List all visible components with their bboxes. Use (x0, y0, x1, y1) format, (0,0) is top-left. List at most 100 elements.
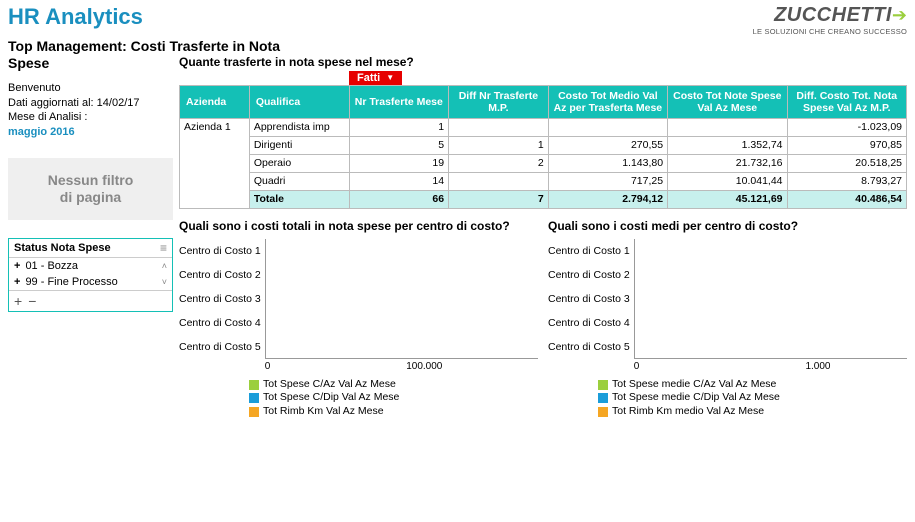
chart2-title: Quali sono i costi medi per centro di co… (548, 219, 907, 233)
cell: 717,25 (548, 172, 667, 190)
legend-item: Tot Rimb Km Val Az Mese (249, 405, 538, 419)
cell: 1 (449, 136, 549, 154)
cell (668, 118, 787, 136)
legend-swatch (598, 380, 608, 390)
cell: 7 (449, 190, 549, 208)
legend-item: Tot Spese C/Az Val Az Mese (249, 378, 538, 392)
scroll-down-icon[interactable]: ˅ (162, 277, 167, 287)
chart-category-label: Centro di Costo 1 (548, 239, 630, 263)
cell: 970,85 (787, 136, 906, 154)
chart-category-label: Centro di Costo 2 (179, 263, 261, 287)
page-title-line2: Spese (8, 55, 173, 77)
page-title-line1: Top Management: Costi Trasferte in Nota (0, 36, 320, 55)
expand-all-button[interactable]: + (14, 293, 22, 309)
info-block: Benvenuto Dati aggiornati al: 14/02/17 M… (8, 81, 173, 140)
legend-label: Tot Rimb Km medio Val Az Mese (612, 405, 764, 419)
col-qualifica[interactable]: Qualifica (249, 85, 349, 118)
menu-icon[interactable]: ≡ (160, 244, 167, 252)
legend-label: Tot Spese medie C/Dip Val Az Mese (612, 391, 780, 405)
cell: 2.794,12 (548, 190, 667, 208)
data-table: Azienda Qualifica Nr Trasferte Mese Diff… (179, 85, 907, 209)
cell: 1.352,74 (668, 136, 787, 154)
chart-avg-costs: Quali sono i costi medi per centro di co… (548, 219, 907, 419)
cell: 5 (349, 136, 449, 154)
cell: 40.486,54 (787, 190, 906, 208)
logo-tagline: LE SOLUZIONI CHE CREANO SUCCESSO (753, 27, 907, 36)
cell: Apprendista imp (249, 118, 349, 136)
legend-label: Tot Spese C/Az Val Az Mese (263, 378, 396, 392)
cell: 45.121,69 (668, 190, 787, 208)
cell: 10.041,44 (668, 172, 787, 190)
col-diff-trasferte[interactable]: Diff Nr Trasferte M.P. (449, 85, 549, 118)
cell: 19 (349, 154, 449, 172)
status-title: Status Nota Spese (14, 242, 111, 254)
month-label: Mese di Analisi : (8, 110, 173, 125)
vendor-logo: ZUCCHETTI➔ LE SOLUZIONI CHE CREANO SUCCE… (753, 4, 907, 36)
cell: 66 (349, 190, 449, 208)
legend-label: Tot Rimb Km Val Az Mese (263, 405, 384, 419)
chevron-down-icon: ▼ (386, 73, 394, 82)
legend-swatch (249, 380, 259, 390)
legend-swatch (598, 393, 608, 403)
chart-category-label: Centro di Costo 4 (548, 311, 630, 335)
month-value: maggio 2016 (8, 125, 173, 140)
cell: 14 (349, 172, 449, 190)
chart-category-label: Centro di Costo 5 (548, 335, 630, 359)
status-item-label: 01 - Bozza (25, 260, 78, 272)
scroll-up-icon[interactable]: ˄ (162, 261, 167, 271)
cell: 270,55 (548, 136, 667, 154)
status-item[interactable]: + 01 - Bozza ˄ (9, 258, 172, 274)
status-item[interactable]: + 99 - Fine Processo ˅ (9, 274, 172, 290)
welcome-text: Benvenuto (8, 81, 173, 96)
cell: Quadri (249, 172, 349, 190)
cell: Dirigenti (249, 136, 349, 154)
cell: 8.793,27 (787, 172, 906, 190)
logo-arrow-icon: ➔ (892, 5, 907, 25)
cell: 1.143,80 (548, 154, 667, 172)
chart-category-label: Centro di Costo 4 (179, 311, 261, 335)
status-panel: Status Nota Spese ≡ + 01 - Bozza ˄ + 99 … (8, 238, 173, 312)
col-diff-costo[interactable]: Diff. Costo Tot. Nota Spese Val Az M.P. (787, 85, 906, 118)
table-row: Quadri14 717,2510.041,448.793,27 (180, 172, 907, 190)
col-nr-trasferte[interactable]: Nr Trasferte Mese (349, 85, 449, 118)
brand-hr: HR (8, 4, 40, 29)
logo-text: ZUCCHETTI (774, 4, 892, 26)
cell: 2 (449, 154, 549, 172)
chart-total-costs: Quali sono i costi totali in nota spese … (179, 219, 538, 419)
table-row: Dirigenti51270,551.352,74970,85 (180, 136, 907, 154)
chart1-title: Quali sono i costi totali in nota spese … (179, 219, 538, 233)
cell: -1.023,09 (787, 118, 906, 136)
chart-category-label: Centro di Costo 2 (548, 263, 630, 287)
table-row: Operaio1921.143,8021.732,1620.518,25 (180, 154, 907, 172)
no-page-filter: Nessun filtro di pagina (8, 158, 173, 220)
expand-icon[interactable]: + (14, 276, 20, 288)
legend-label: Tot Spese C/Dip Val Az Mese (263, 391, 399, 405)
legend-item: Tot Spese medie C/Dip Val Az Mese (598, 391, 907, 405)
chart-category-label: Centro di Costo 3 (179, 287, 261, 311)
col-costo-medio[interactable]: Costo Tot Medio Val Az per Trasferta Mes… (548, 85, 667, 118)
col-costo-tot[interactable]: Costo Tot Note Spese Val Az Mese (668, 85, 787, 118)
legend-swatch (249, 393, 259, 403)
cell (449, 172, 549, 190)
cell: Operaio (249, 154, 349, 172)
collapse-all-button[interactable]: − (28, 293, 36, 309)
chart-category-label: Centro di Costo 3 (548, 287, 630, 311)
table-total-row: Totale6672.794,1245.121,6940.486,54 (180, 190, 907, 208)
cell: 21.732,16 (668, 154, 787, 172)
col-azienda[interactable]: Azienda (180, 85, 250, 118)
cell-azienda: Azienda 1 (180, 118, 250, 208)
chart2-axis-1: 1.000 (805, 361, 830, 372)
cell: Totale (249, 190, 349, 208)
legend-item: Tot Spese medie C/Az Val Az Mese (598, 378, 907, 392)
legend-swatch (598, 407, 608, 417)
fatti-dropdown[interactable]: Fatti ▼ (349, 71, 402, 85)
brand-analytics: Analytics (45, 4, 143, 29)
table-question: Quante trasferte in nota spese nel mese? (179, 55, 907, 69)
chart1-axis-1: 100.000 (406, 361, 442, 372)
chart1-axis-0: 0 (265, 361, 271, 372)
legend-label: Tot Spese medie C/Az Val Az Mese (612, 378, 776, 392)
legend-item: Tot Spese C/Dip Val Az Mese (249, 391, 538, 405)
expand-icon[interactable]: + (14, 260, 20, 272)
chart-category-label: Centro di Costo 1 (179, 239, 261, 263)
chart-category-label: Centro di Costo 5 (179, 335, 261, 359)
